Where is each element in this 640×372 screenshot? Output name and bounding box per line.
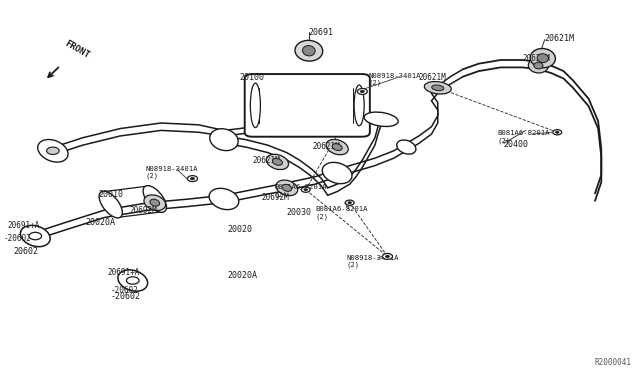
Text: B081A6-8201A
(2): B081A6-8201A (2) <box>275 184 327 198</box>
Text: 20020A: 20020A <box>227 271 257 280</box>
Text: 20621M: 20621M <box>545 34 575 43</box>
Text: 20010: 20010 <box>98 190 123 199</box>
Text: 20621M: 20621M <box>523 54 550 64</box>
Ellipse shape <box>209 188 239 209</box>
Ellipse shape <box>397 140 416 154</box>
Ellipse shape <box>282 185 292 191</box>
Ellipse shape <box>354 85 364 126</box>
Ellipse shape <box>432 85 444 91</box>
Ellipse shape <box>364 112 398 126</box>
Ellipse shape <box>29 232 42 240</box>
Ellipse shape <box>332 144 342 151</box>
Ellipse shape <box>38 140 68 162</box>
Circle shape <box>304 189 307 191</box>
Ellipse shape <box>326 140 348 155</box>
Circle shape <box>188 176 198 182</box>
Ellipse shape <box>99 191 122 218</box>
Ellipse shape <box>150 199 159 206</box>
Text: 20621M: 20621M <box>252 156 280 165</box>
Text: 20030: 20030 <box>287 208 312 217</box>
Ellipse shape <box>534 62 543 69</box>
Circle shape <box>346 200 354 205</box>
Text: N08918-3401A
(2): N08918-3401A (2) <box>347 254 399 268</box>
Text: 20621M: 20621M <box>419 73 447 82</box>
Text: B081A6-8201A
(2): B081A6-8201A (2) <box>497 131 550 144</box>
Text: 20602: 20602 <box>13 247 38 256</box>
Text: 20692M: 20692M <box>130 206 157 215</box>
Ellipse shape <box>20 225 50 247</box>
Text: 20692M: 20692M <box>262 193 289 202</box>
Ellipse shape <box>144 195 166 211</box>
Text: -20602: -20602 <box>111 286 138 295</box>
Circle shape <box>360 90 364 93</box>
Circle shape <box>385 255 390 257</box>
Text: N08918-3401A
(2): N08918-3401A (2) <box>369 73 421 86</box>
Text: 20020A: 20020A <box>86 218 116 227</box>
Circle shape <box>553 130 562 135</box>
Ellipse shape <box>528 58 548 73</box>
Circle shape <box>191 177 195 180</box>
Text: N08918-3401A
(2): N08918-3401A (2) <box>145 166 198 179</box>
Circle shape <box>383 253 392 259</box>
Ellipse shape <box>424 81 451 94</box>
Text: -20602: -20602 <box>111 292 141 301</box>
Text: 20691: 20691 <box>309 29 334 38</box>
Text: 20621M: 20621M <box>312 141 340 151</box>
Ellipse shape <box>276 180 298 196</box>
Text: FRONT: FRONT <box>63 39 92 60</box>
Text: R2000041: R2000041 <box>595 358 632 367</box>
Text: 20020: 20020 <box>227 225 252 234</box>
Ellipse shape <box>47 147 59 154</box>
Text: 20691+A: 20691+A <box>108 267 140 276</box>
Text: -20602: -20602 <box>4 234 31 243</box>
Ellipse shape <box>143 186 166 212</box>
Ellipse shape <box>210 129 238 151</box>
Circle shape <box>348 202 351 204</box>
Text: 20691+A: 20691+A <box>7 221 39 230</box>
Ellipse shape <box>323 163 352 184</box>
FancyBboxPatch shape <box>244 74 370 137</box>
Ellipse shape <box>266 154 289 170</box>
Ellipse shape <box>295 41 323 61</box>
Text: 20100: 20100 <box>239 73 265 82</box>
Ellipse shape <box>537 54 548 62</box>
Ellipse shape <box>250 83 260 128</box>
Text: B081A6-8201A
(2): B081A6-8201A (2) <box>315 206 367 220</box>
Ellipse shape <box>118 270 148 291</box>
Ellipse shape <box>530 48 556 68</box>
Circle shape <box>556 131 559 133</box>
Ellipse shape <box>303 45 315 56</box>
Circle shape <box>357 89 367 94</box>
Text: 20400: 20400 <box>504 140 529 149</box>
Ellipse shape <box>127 277 139 284</box>
Circle shape <box>301 187 310 192</box>
Ellipse shape <box>273 158 282 166</box>
